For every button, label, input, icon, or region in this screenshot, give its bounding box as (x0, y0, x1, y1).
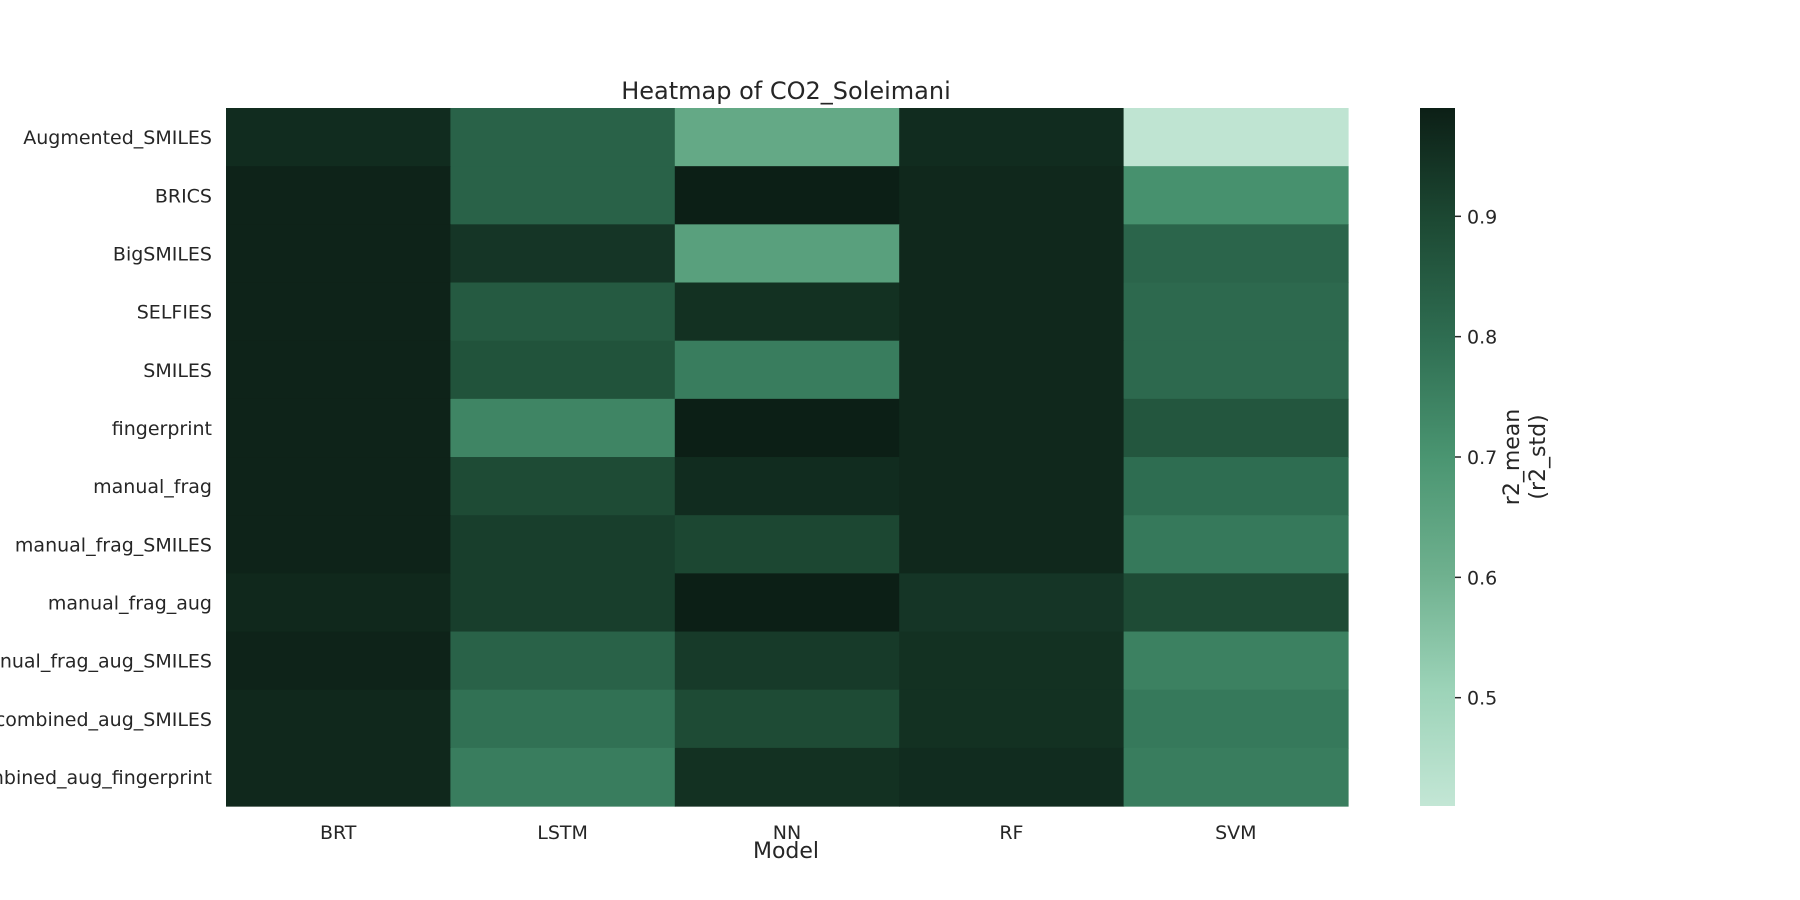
heatmap-cell (674, 108, 900, 167)
heatmap-cells (226, 108, 1349, 807)
y-tick-label: manual_frag_aug (48, 592, 212, 614)
heatmap-cell (899, 515, 1125, 574)
heatmap-cell (450, 282, 676, 342)
heatmap-cell (674, 398, 900, 458)
heatmap-cell (899, 398, 1125, 458)
heatmap-cell (1123, 282, 1349, 342)
heatmap-cell (1123, 631, 1349, 691)
heatmap-cell (899, 108, 1125, 167)
y-tick-label: BRICS (155, 185, 212, 207)
colorbar-label-line1: r2_mean (1500, 409, 1525, 505)
heatmap-cell (674, 282, 900, 342)
y-tick-label: manual_frag_aug_SMILES (0, 651, 212, 673)
colorbar-tick-label: 0.6 (1467, 567, 1497, 589)
heatmap-cell (1123, 573, 1349, 633)
heatmap-cell (450, 515, 676, 574)
heatmap-cell (226, 573, 451, 633)
heatmap-cell (899, 340, 1125, 400)
heatmap-cell (1123, 457, 1349, 516)
x-tick-label: NN (773, 822, 801, 844)
colorbar-tick-label: 0.8 (1467, 327, 1497, 349)
heatmap-cell (674, 166, 900, 225)
heatmap-cell (1123, 689, 1349, 749)
x-tick-label: RF (999, 822, 1023, 844)
heatmap-cell (450, 747, 676, 807)
heatmap-cell (899, 573, 1125, 633)
x-tick-label: SVM (1215, 822, 1256, 844)
heatmap-cell (450, 224, 676, 284)
y-tick-label: fingerprint (112, 418, 212, 440)
heatmap-cell (226, 108, 451, 167)
heatmap-cell (450, 631, 676, 691)
heatmap-cell (226, 747, 451, 807)
y-axis-tick-labels: Augmented_SMILES BRICS BigSMILES SELFIES SMI… (0, 127, 212, 789)
y-tick-label: SELFIES (137, 302, 212, 324)
heatmap-cell (450, 689, 676, 749)
x-tick-label: LSTM (537, 822, 588, 844)
y-tick-label: Augmented_SMILES (23, 127, 212, 149)
heatmap-cell (226, 166, 451, 225)
y-tick-label: BigSMILES (113, 243, 212, 265)
heatmap-cell (674, 224, 900, 284)
colorbar-tick-label: 0.9 (1467, 206, 1497, 228)
heatmap-cell (674, 689, 900, 749)
x-axis-tick-labels: BRT LSTM NN RF SVM (320, 822, 1257, 844)
y-tick-label: manual_frag_SMILES (15, 534, 212, 556)
y-tick-label: manual_frag (93, 476, 212, 498)
y-tick-label: combined_aug_SMILES (0, 709, 212, 731)
heatmap-cell (450, 166, 676, 225)
heatmap-cell (674, 631, 900, 691)
x-tick-label: BRT (320, 822, 357, 844)
colorbar-tick-label: 0.5 (1467, 688, 1497, 710)
heatmap-cell (1123, 224, 1349, 284)
heatmap-cell (226, 282, 451, 342)
heatmap-cell (450, 398, 676, 458)
heatmap-cell (226, 457, 451, 516)
x-axis-label: Model (753, 839, 819, 864)
heatmap-cell (226, 340, 451, 400)
colorbar-tick-label: 0.7 (1467, 447, 1497, 469)
colorbar (1420, 108, 1455, 806)
heatmap-cell (1123, 398, 1349, 458)
heatmap-cell (450, 573, 676, 633)
heatmap-cell (674, 573, 900, 633)
heatmap-cell (899, 166, 1125, 225)
heatmap-cell (674, 515, 900, 574)
heatmap-cell (1123, 515, 1349, 574)
heatmap-cell (899, 457, 1125, 516)
heatmap-cell (450, 340, 676, 400)
heatmap-cell (1123, 108, 1349, 167)
heatmap-cell (899, 747, 1125, 807)
heatmap-cell (226, 515, 451, 574)
y-tick-label: SMILES (143, 360, 212, 382)
heatmap-cell (450, 457, 676, 516)
heatmap-cell (1123, 747, 1349, 807)
chart-title: Heatmap of CO2_Soleimani (621, 77, 951, 105)
y-tick-label: combined_aug_fingerprint (0, 767, 212, 789)
heatmap-cell (226, 689, 451, 749)
heatmap-cell (899, 224, 1125, 284)
heatmap-cell (899, 631, 1125, 691)
heatmap-cell (899, 689, 1125, 749)
heatmap-cell (450, 108, 676, 167)
colorbar-label-line2: (r2_std) (1526, 414, 1551, 499)
heatmap-cell (1123, 166, 1349, 225)
heatmap-cell (674, 340, 900, 400)
heatmap-cell (674, 457, 900, 516)
colorbar-ticks: 0.5 0.6 0.7 0.8 0.9 (1455, 206, 1497, 710)
heatmap-cell (226, 224, 451, 284)
heatmap-cell (1123, 340, 1349, 400)
heatmap-cell (674, 747, 900, 807)
heatmap-cell (899, 282, 1125, 342)
heatmap-cell (226, 631, 451, 691)
heatmap-cell (226, 398, 451, 458)
